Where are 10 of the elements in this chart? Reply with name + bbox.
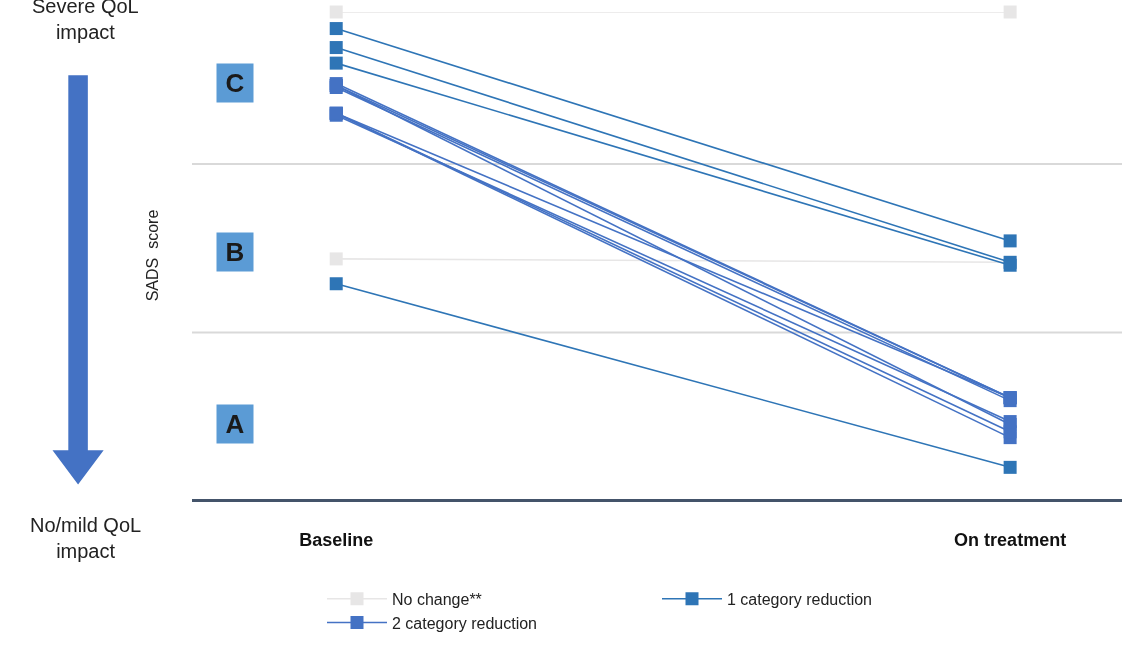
legend-label: 2 category reduction <box>392 614 537 632</box>
y-axis-title: SADS score <box>143 209 161 302</box>
x-tick-label: On treatment <box>954 529 1067 550</box>
legend-label: 1 category reduction <box>727 590 872 608</box>
annotation: C <box>225 68 245 98</box>
text: No/mild QoL impact <box>30 514 142 562</box>
legend-label: No change** <box>392 590 482 608</box>
x-tick-label: Baseline <box>299 529 374 550</box>
annotation: B <box>225 237 245 267</box>
annotation: A <box>225 409 245 439</box>
